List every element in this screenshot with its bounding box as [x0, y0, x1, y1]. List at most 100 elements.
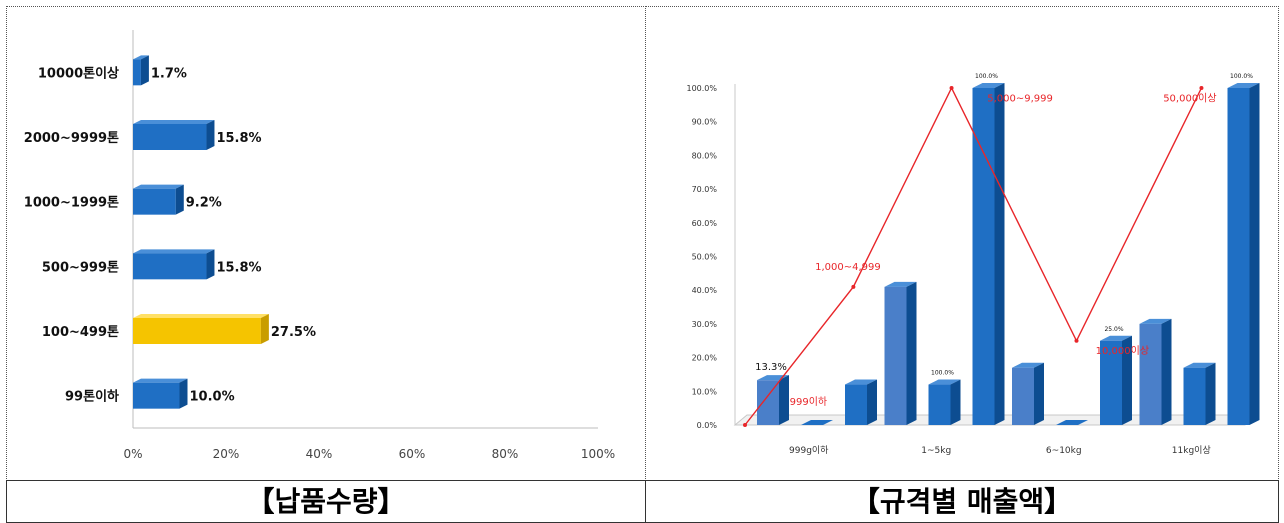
column-data-label: 13.3%: [755, 362, 787, 373]
data-label: 1.7%: [151, 66, 187, 81]
column-side-face: [1034, 362, 1044, 425]
column-side-face: [1161, 318, 1172, 425]
column-side-face: [950, 379, 961, 425]
column-side-face: [1122, 335, 1132, 425]
column-data-label: 100.0%: [1230, 73, 1253, 80]
red-line-point: [1074, 338, 1079, 343]
x-tick-label: 20%: [213, 447, 240, 461]
y-tick-label: 70.0%: [692, 185, 718, 194]
y-tick-label: 60.0%: [692, 219, 718, 228]
x-tick-label: 40%: [306, 447, 333, 461]
category-label: 10000톤이상: [38, 65, 119, 81]
column-side-face: [994, 83, 1005, 425]
bar-side-face: [206, 249, 215, 280]
bar-top-face: [133, 120, 215, 124]
category-label: 500~999톤: [42, 260, 119, 275]
data-label: 27.5%: [271, 325, 316, 340]
column: [1227, 88, 1250, 425]
column-top-face: [1183, 362, 1216, 368]
column-flat: [801, 420, 833, 425]
category-label: 99톤이하: [65, 389, 119, 405]
column-top-face: [972, 83, 1005, 88]
column: [884, 286, 907, 425]
column-top-face: [928, 379, 961, 385]
column-side-face: [1249, 83, 1260, 425]
column-top-face: [1227, 83, 1260, 88]
column: [1012, 367, 1034, 425]
bar: [133, 253, 207, 280]
column: [1183, 367, 1206, 425]
x-tick-label: 100%: [581, 447, 615, 461]
y-tick-label: 100.0%: [686, 84, 717, 93]
bar-top-face: [133, 184, 184, 189]
data-label: 10.0%: [190, 390, 235, 405]
bar-top-face: [133, 55, 149, 60]
red-line-annotation: 50,000이상: [1163, 92, 1216, 104]
red-line-point: [851, 284, 856, 289]
bar: [133, 59, 141, 86]
column-flat: [1056, 420, 1088, 425]
x-category-label: 999g이하: [789, 445, 829, 456]
y-tick-label: 0.0%: [697, 421, 718, 430]
y-tick-label: 30.0%: [692, 320, 718, 329]
column: [845, 384, 867, 425]
data-label: 9.2%: [186, 196, 222, 211]
column: [972, 88, 995, 425]
y-tick-label: 80.0%: [692, 151, 718, 160]
column-side-face: [1205, 362, 1216, 425]
column-side-face: [867, 379, 877, 425]
column-top-face: [845, 379, 877, 385]
red-line-point: [743, 423, 747, 427]
category-label: 1000~1999톤: [24, 196, 119, 211]
x-tick-label: 60%: [399, 447, 426, 461]
bar-side-face: [206, 120, 215, 150]
column-side-face: [906, 281, 917, 425]
bar: [133, 318, 261, 344]
y-tick-label: 40.0%: [692, 286, 718, 295]
x-tick-label: 0%: [123, 447, 142, 461]
red-line-annotation: 999이하: [790, 395, 828, 408]
column-top-face: [1139, 318, 1172, 324]
bar-top-face: [133, 378, 188, 383]
red-line-point: [949, 86, 954, 90]
red-line-annotation: 10,000이상: [1096, 345, 1149, 357]
bar: [133, 382, 180, 409]
red-line-annotation: 1,000~4,999: [815, 262, 881, 273]
column: [757, 380, 779, 425]
column: [1100, 340, 1122, 425]
bar-side-face: [140, 55, 149, 86]
x-category-label: 1~5kg: [921, 446, 951, 456]
category-label: 2000~9999톤: [24, 131, 119, 146]
x-category-label: 6~10kg: [1046, 446, 1082, 456]
column-top-face: [884, 281, 917, 287]
column: [1139, 323, 1162, 425]
bar: [133, 124, 207, 150]
red-line-annotation: 5,000~9,999: [987, 93, 1053, 104]
column-data-label: 100.0%: [975, 73, 998, 80]
y-tick-label: 90.0%: [692, 118, 718, 127]
bar-top-face: [133, 314, 269, 318]
bar-side-face: [260, 314, 269, 344]
bar-side-face: [179, 378, 188, 409]
y-tick-label: 20.0%: [692, 354, 718, 363]
bar-side-face: [175, 184, 184, 215]
bar: [133, 188, 176, 215]
column-top-face: [1012, 362, 1044, 368]
column-side-face: [779, 375, 789, 425]
y-tick-label: 50.0%: [692, 253, 718, 262]
column-data-label: 25.0%: [1104, 326, 1123, 333]
data-label: 15.8%: [216, 260, 261, 275]
x-tick-label: 80%: [492, 447, 519, 461]
category-label: 100~499톤: [42, 325, 119, 340]
column-top-face: [1100, 335, 1132, 341]
red-line-point: [1199, 86, 1204, 90]
x-category-label: 11kg이상: [1172, 445, 1211, 456]
column-data-label: 100.0%: [931, 370, 954, 377]
data-label: 15.8%: [216, 131, 261, 146]
bar-top-face: [133, 249, 215, 254]
y-tick-label: 10.0%: [692, 387, 718, 396]
column: [928, 384, 951, 425]
